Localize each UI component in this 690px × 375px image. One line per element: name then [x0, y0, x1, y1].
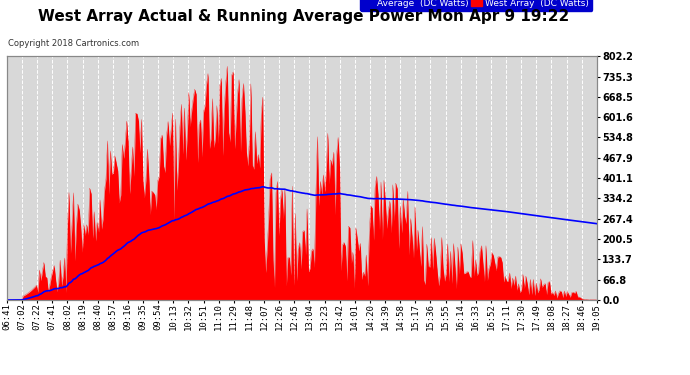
Text: West Array Actual & Running Average Power Mon Apr 9 19:22: West Array Actual & Running Average Powe… [38, 9, 569, 24]
Legend: Average  (DC Watts), West Array  (DC Watts): Average (DC Watts), West Array (DC Watts… [359, 0, 592, 11]
Text: Copyright 2018 Cartronics.com: Copyright 2018 Cartronics.com [8, 39, 139, 48]
